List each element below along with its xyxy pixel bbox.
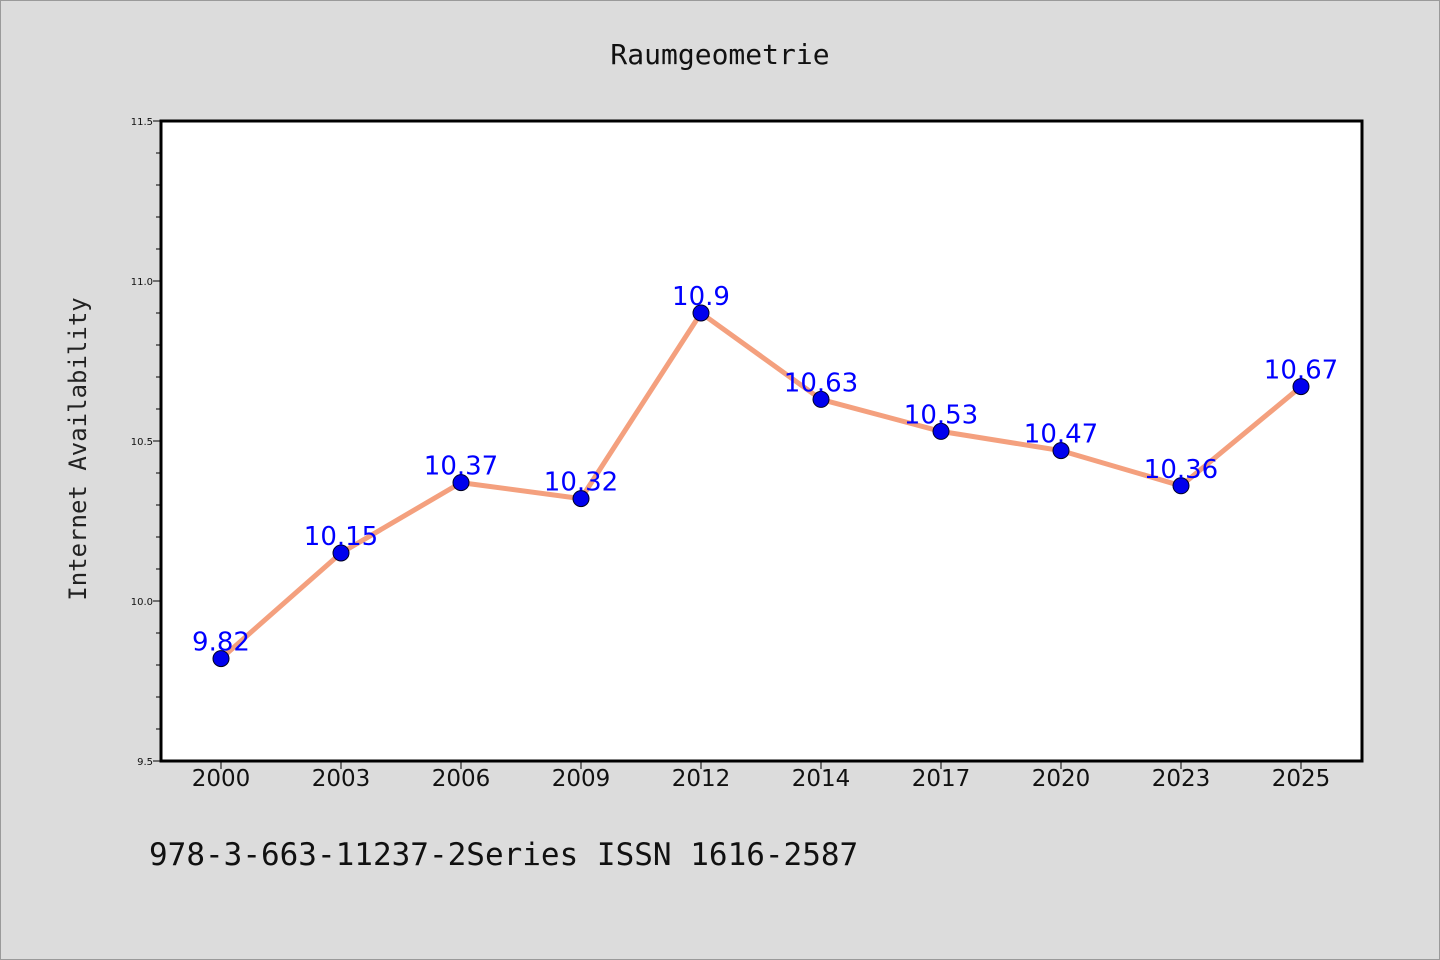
data-point-marker (1052, 442, 1070, 460)
data-label: 10.36 (1144, 455, 1218, 485)
data-label: 10.37 (424, 452, 498, 482)
x-tick-label: 2014 (792, 766, 851, 792)
data-label: 10.9 (672, 282, 730, 312)
x-tick-label: 2003 (312, 766, 371, 792)
data-point-marker (692, 304, 710, 322)
data-label: 10.15 (304, 522, 378, 552)
x-tick-label: 2025 (1272, 766, 1331, 792)
data-label: 10.67 (1264, 356, 1338, 386)
footer-isbn-text: 978-3-663-11237-2Series ISSN 1616-2587 (149, 837, 858, 873)
y-tick-label: 11.5 (131, 117, 153, 128)
data-point-marker (812, 390, 830, 408)
x-tick-label: 2012 (672, 766, 731, 792)
x-tick-label: 2017 (912, 766, 971, 792)
data-series: 9.82 10.15 10.37 10.32 10.9 10.63 10.53 10.47 10… (192, 282, 1338, 668)
chart-title: Raumgeometrie (610, 38, 829, 71)
plot-frame (159, 119, 1364, 763)
data-point-marker (932, 422, 950, 440)
data-label: 10.53 (904, 400, 978, 430)
y-tick-label: 10.5 (131, 437, 153, 448)
y-axis: 9.5 10.0 10.5 11.0 11.5 (131, 117, 161, 768)
x-axis: 2000 2003 2006 2009 2012 2014 2017 2020 2023 2025 (192, 761, 1331, 792)
data-point-marker (212, 650, 230, 668)
x-tick-label: 2023 (1152, 766, 1211, 792)
y-tick-label: 9.5 (137, 757, 153, 768)
data-point-marker (1172, 477, 1190, 495)
y-tick-label: 11.0 (131, 277, 153, 288)
data-point-marker (332, 544, 350, 562)
y-tick-label: 10.0 (131, 597, 153, 608)
x-tick-label: 2020 (1032, 766, 1091, 792)
data-label: 10.47 (1024, 420, 1098, 450)
y-axis-label: Internet Availability (64, 297, 92, 600)
data-point-marker (572, 490, 590, 508)
plot-area (161, 121, 1362, 761)
x-tick-label: 2006 (432, 766, 491, 792)
x-tick-label: 2000 (192, 766, 251, 792)
x-tick-label: 2009 (552, 766, 611, 792)
data-point-marker (1292, 378, 1310, 396)
data-point-marker (452, 474, 470, 492)
series-line (218, 310, 1304, 662)
data-label: 10.32 (544, 468, 618, 498)
data-label: 10.63 (784, 368, 858, 398)
data-label: 9.82 (192, 628, 250, 658)
